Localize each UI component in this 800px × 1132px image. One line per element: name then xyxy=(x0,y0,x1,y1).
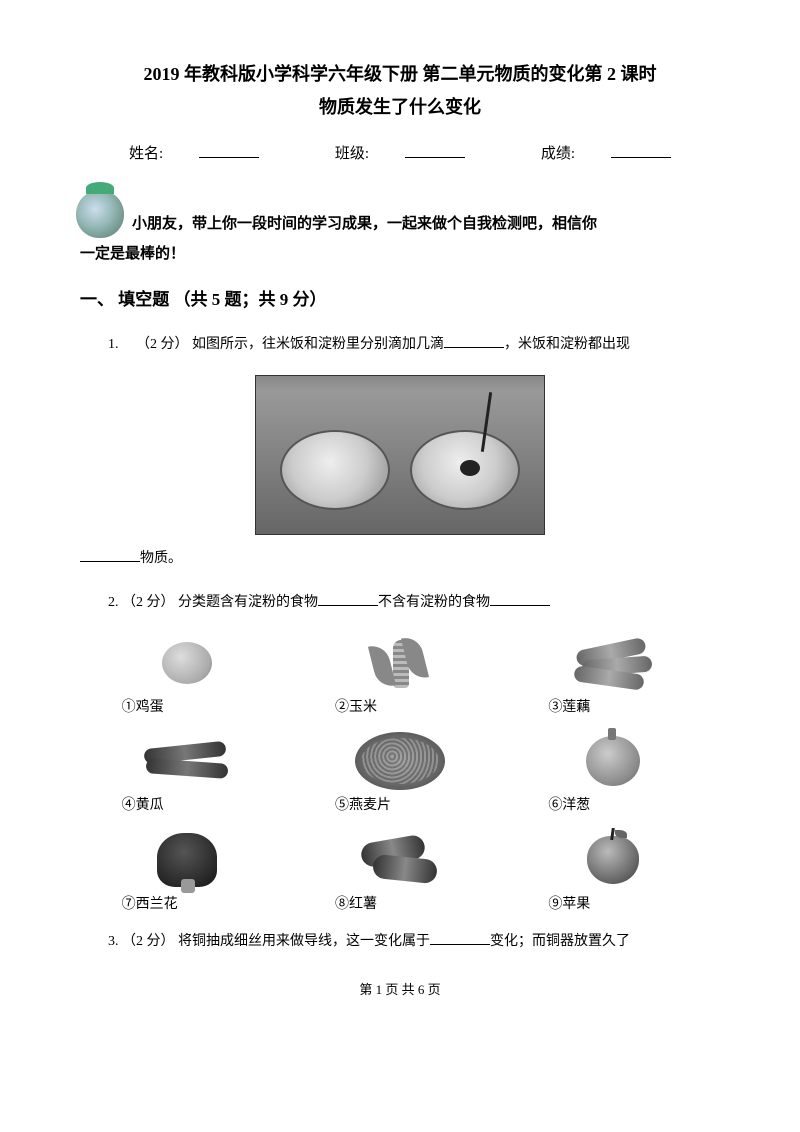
food-6-label: ⑥洋葱 xyxy=(528,795,590,817)
dish-starch-icon xyxy=(410,430,520,510)
q1-pts: （2 分） xyxy=(136,337,189,352)
grade-blank[interactable] xyxy=(611,144,671,158)
q2-num: 2. xyxy=(108,595,119,610)
grade-label: 成绩: xyxy=(541,142,575,166)
page-footer: 第 1 页 共 6 页 xyxy=(80,980,720,1001)
intro-text-2: 一定是最棒的！ xyxy=(80,242,720,266)
student-info-row: 姓名: 班级: 成绩: xyxy=(80,142,720,166)
q1-text-b: ，米饭和淀粉都出现 xyxy=(504,337,630,352)
q2-pts: （2 分） xyxy=(122,595,175,610)
q3-text-a: 将铜抽成细丝用来做导线，这一变化属于 xyxy=(178,934,430,949)
name-blank[interactable] xyxy=(199,144,259,158)
section-1-heading: 一、 填空题 （共 5 题；共 9 分） xyxy=(80,286,720,313)
q1-text-a: 如图所示，往米饭和淀粉里分别滴加几滴 xyxy=(192,337,444,352)
title-line-1: 2019 年教科版小学科学六年级下册 第二单元物质的变化第 2 课时 xyxy=(80,60,720,89)
food-1-label: ①鸡蛋 xyxy=(102,697,164,719)
food-grid: ①鸡蛋 ②玉米 ③莲藕 ④黄瓜 ⑤燕麦片 ⑥洋葱 ⑦西兰花 ⑧红薯 ⑨苹果 xyxy=(80,633,720,916)
intro-text-1: 小朋友，带上你一段时间的学习成果，一起来做个自我检测吧，相信你 xyxy=(132,212,720,238)
q3-blank-1[interactable] xyxy=(430,933,490,945)
q2-text-a: 分类题含有淀粉的食物 xyxy=(178,595,318,610)
food-7-label: ⑦西兰花 xyxy=(102,894,178,916)
name-label: 姓名: xyxy=(129,142,163,166)
oats-icon xyxy=(355,732,445,790)
q3-text-b: 变化；而铜器放置久了 xyxy=(490,934,630,949)
food-3-label: ③莲藕 xyxy=(528,697,590,719)
question-1-tail: 物质。 xyxy=(80,545,720,573)
class-label: 班级: xyxy=(335,142,369,166)
q1-blank-2[interactable] xyxy=(80,550,140,562)
question-1: 1. （2 分） 如图所示，往米饭和淀粉里分别滴加几滴 ，米饭和淀粉都出现 xyxy=(80,331,720,359)
mascot-icon xyxy=(76,190,124,238)
sweet-potato-icon xyxy=(355,837,445,883)
broccoli-icon xyxy=(157,833,217,887)
question-2: 2. （2 分） 分类题含有淀粉的食物 不含有淀粉的食物 xyxy=(80,589,720,617)
q3-pts: （2 分） xyxy=(122,934,175,949)
food-2-label: ②玉米 xyxy=(315,697,377,719)
q1-blank-1[interactable] xyxy=(444,336,504,348)
lotus-root-icon xyxy=(568,638,658,688)
food-5-label: ⑤燕麦片 xyxy=(315,795,391,817)
q2-blank-2[interactable] xyxy=(490,594,550,606)
question-3: 3. （2 分） 将铜抽成细丝用来做导线，这一变化属于 变化；而铜器放置久了 xyxy=(80,928,720,956)
q2-blank-1[interactable] xyxy=(318,594,378,606)
q1-text-c: 物质。 xyxy=(140,551,182,566)
q3-num: 3. xyxy=(108,934,119,949)
dish-rice-icon xyxy=(280,430,390,510)
q2-text-b: 不含有淀粉的食物 xyxy=(378,595,490,610)
class-blank[interactable] xyxy=(405,144,465,158)
apple-icon xyxy=(587,836,639,884)
title-line-2: 物质发生了什么变化 xyxy=(80,93,720,122)
q1-num: 1. xyxy=(108,337,119,352)
q1-photo xyxy=(255,375,545,535)
food-8-label: ⑧红薯 xyxy=(315,894,377,916)
food-9-label: ⑨苹果 xyxy=(528,894,590,916)
onion-icon xyxy=(586,736,640,786)
intro-row: 小朋友，带上你一段时间的学习成果，一起来做个自我检测吧，相信你 xyxy=(80,190,720,238)
egg-icon xyxy=(162,642,212,684)
cucumber-icon xyxy=(142,739,232,783)
food-4-label: ④黄瓜 xyxy=(102,795,164,817)
corn-icon xyxy=(365,634,435,692)
